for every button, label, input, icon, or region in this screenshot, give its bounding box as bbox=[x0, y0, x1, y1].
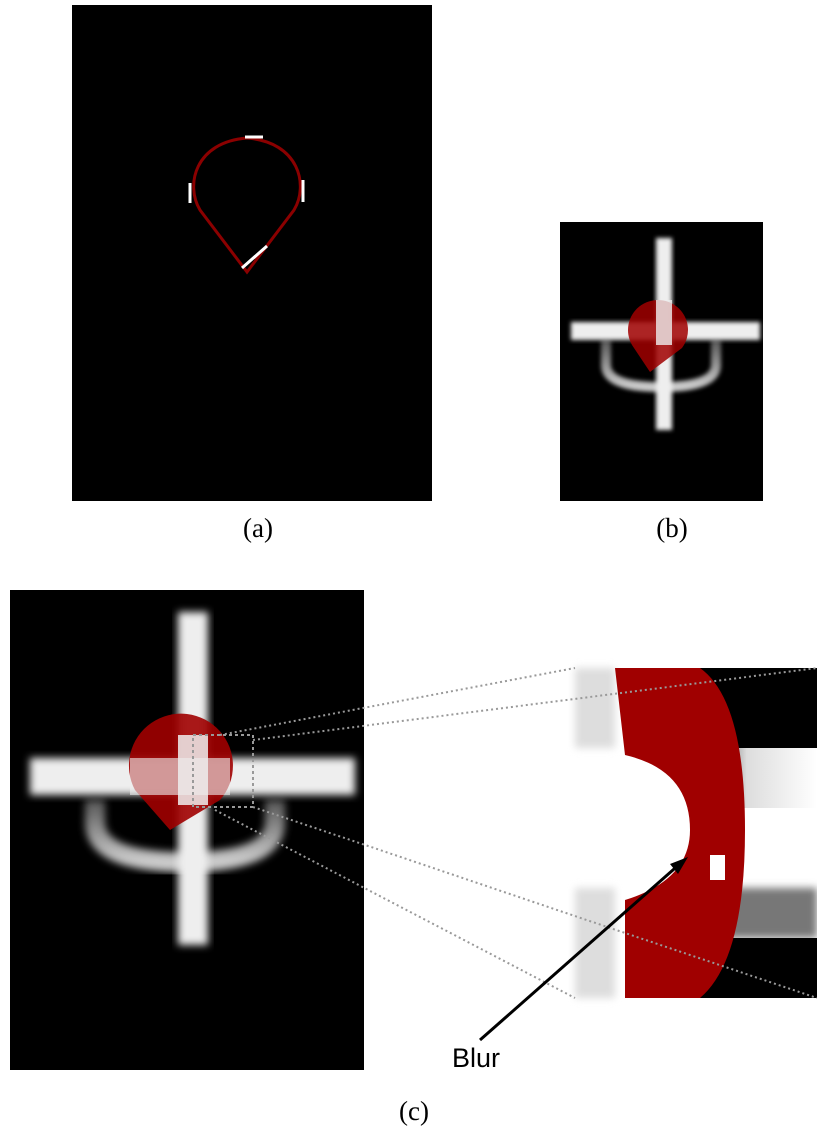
annotation: Blur bbox=[452, 1043, 500, 1073]
panel-c bbox=[10, 590, 364, 1070]
panel-label: (c) bbox=[399, 1096, 429, 1126]
zoom-inset bbox=[575, 668, 817, 998]
panel-b bbox=[560, 222, 763, 501]
panel-label: (b) bbox=[656, 513, 687, 543]
panel-label: (a) bbox=[243, 513, 273, 543]
figure: (a) (b) bbox=[0, 0, 817, 1135]
panel-a bbox=[72, 5, 432, 501]
